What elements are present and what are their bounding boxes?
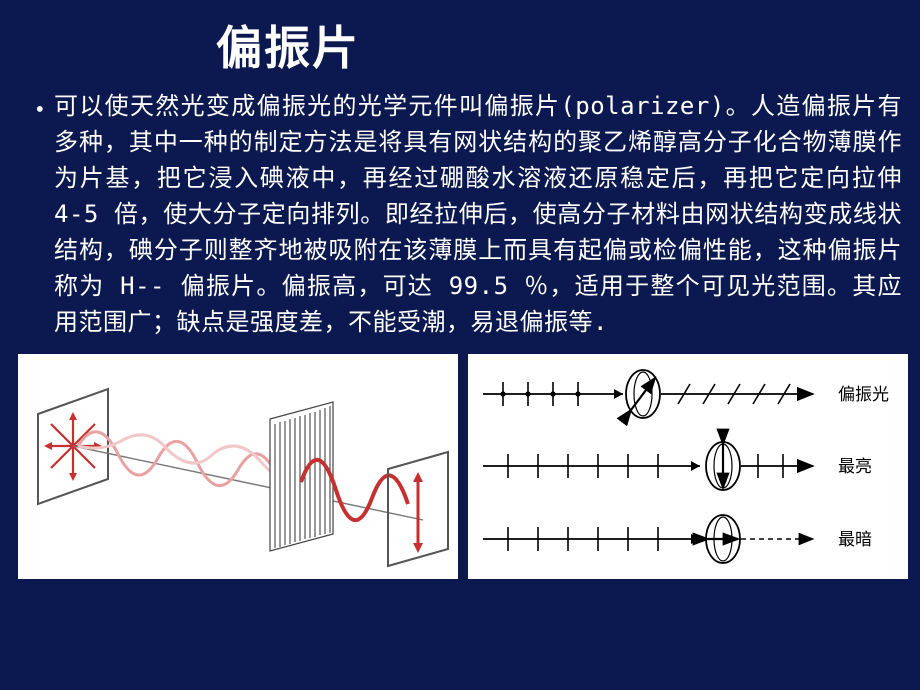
polarizer-wave-diagram <box>18 354 458 579</box>
row-label-2: 最亮 <box>838 457 872 476</box>
slide-title: 偏振片 <box>98 12 478 78</box>
slide: 偏振片 • 可以使天然光变成偏振光的光学元件叫偏振片(polarizer)。人造… <box>0 0 920 690</box>
row-label-1: 偏振光 <box>838 385 889 404</box>
polarization-states-diagram: 偏振光 <box>468 354 908 579</box>
row-darkest: 最暗 <box>483 515 872 563</box>
row-brightest: 最亮 <box>483 442 872 490</box>
exit-frame-icon <box>388 452 448 566</box>
diagrams-row: 偏振光 <box>18 354 902 579</box>
body-text: 可以使天然光变成偏振光的光学元件叫偏振片(polarizer)。人造偏振片有多种… <box>54 88 902 340</box>
row-label-3: 最暗 <box>838 530 872 549</box>
row-polarized: 偏振光 <box>483 370 889 418</box>
bullet-icon: • <box>18 92 54 340</box>
body-row: • 可以使天然光变成偏振光的光学元件叫偏振片(polarizer)。人造偏振片有… <box>18 88 902 340</box>
